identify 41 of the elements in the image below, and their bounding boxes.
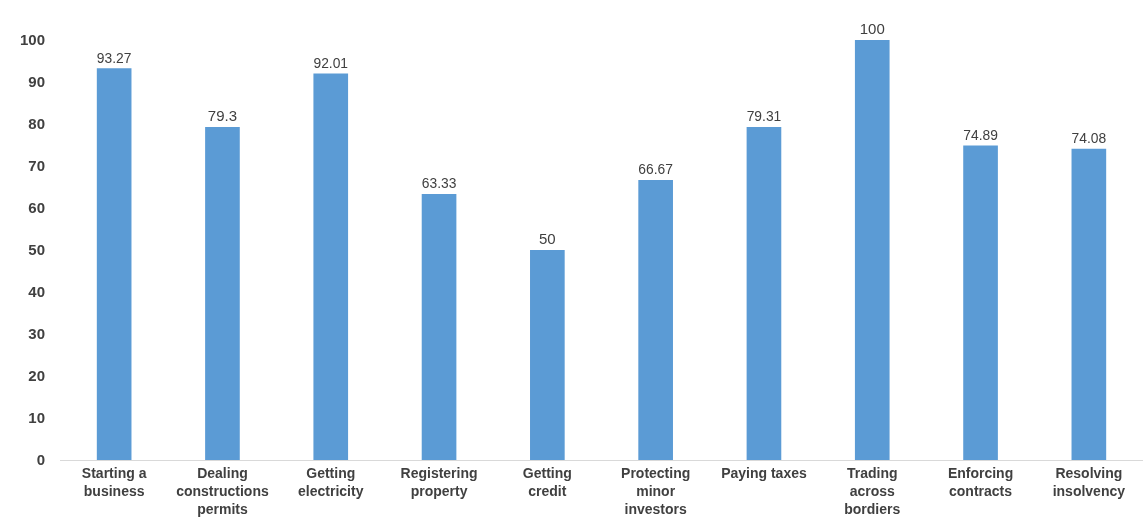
bar: [313, 73, 349, 460]
y-tick-label: 0: [36, 451, 45, 469]
y-tick-label: 10: [28, 409, 45, 427]
data-label: 50: [539, 230, 556, 247]
x-tick-label: Trading across bordiers: [844, 464, 901, 518]
x-tick-label: Dealing constructions permits: [176, 464, 269, 518]
y-tick-label: 80: [28, 115, 45, 133]
x-tick-label: Enforcing contracts: [947, 464, 1014, 499]
data-label: 74.08: [1071, 130, 1107, 147]
x-tick-label: Protecting minor investors: [621, 464, 691, 518]
y-tick-label: 60: [28, 199, 45, 217]
bar: [96, 68, 132, 460]
data-label: 79.3: [207, 106, 238, 124]
data-label: 79.31: [746, 108, 782, 125]
bar: [421, 194, 457, 460]
data-label: 66.67: [638, 161, 673, 178]
data-label: 63.33: [421, 175, 457, 192]
x-tick-label: Registering property: [400, 464, 478, 499]
data-label: 93.27: [96, 49, 132, 66]
y-tick-label: 40: [28, 283, 45, 301]
y-tick-label: 90: [28, 73, 45, 91]
bar: [854, 40, 890, 460]
y-tick-label: 30: [28, 325, 45, 343]
bar: [746, 126, 782, 460]
y-tick-label: 70: [28, 157, 45, 175]
data-label: 74.89: [963, 126, 999, 143]
bar: [530, 250, 565, 460]
bar: [638, 179, 673, 460]
bar: [1071, 148, 1107, 460]
bar: [963, 145, 998, 460]
x-tick-label: Getting credit: [522, 464, 572, 499]
x-tick-label: Getting electricity: [298, 464, 364, 499]
data-label: 100: [859, 20, 885, 37]
x-tick-label: Resolving insolvency: [1052, 464, 1126, 499]
data-label: 92.01: [313, 54, 349, 71]
y-tick-label: 20: [28, 367, 45, 385]
x-tick-label: Starting a business: [81, 464, 147, 499]
bar: [205, 126, 240, 460]
y-tick-label: 50: [28, 241, 45, 259]
y-tick-label: 100: [19, 31, 45, 49]
x-tick-label: Paying taxes: [721, 464, 807, 481]
